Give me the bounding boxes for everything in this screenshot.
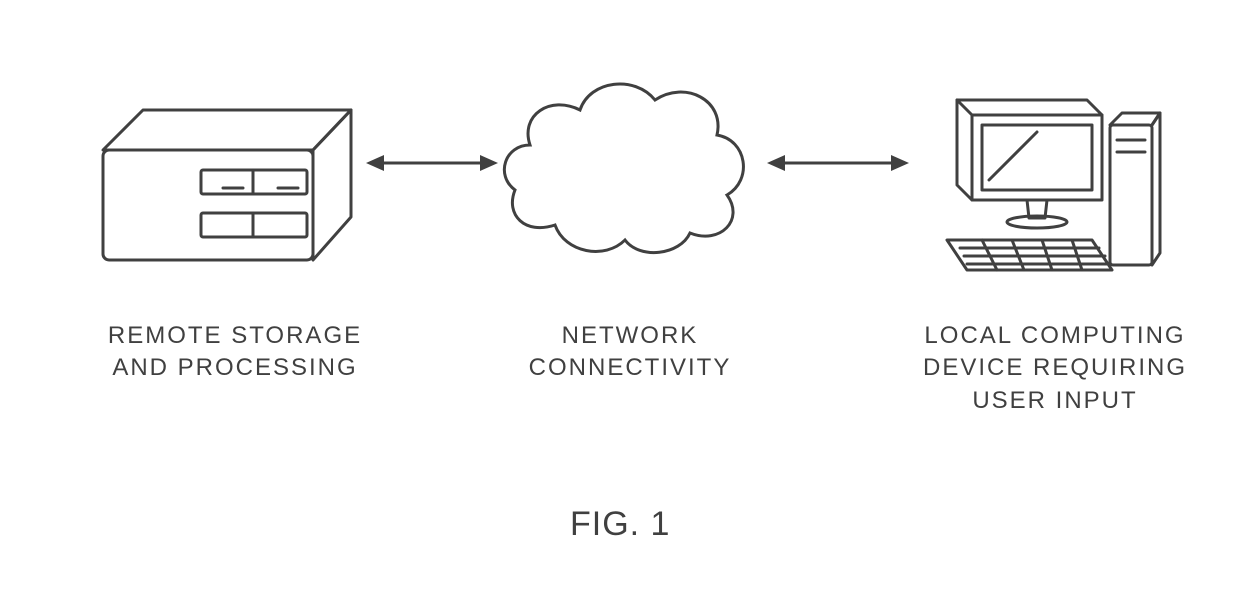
- diagram-canvas: REMOTE STORAGE AND PROCESSING NETWORK CO…: [0, 0, 1240, 599]
- client-node: [927, 80, 1162, 280]
- server-label: REMOTE STORAGE AND PROCESSING: [85, 320, 385, 385]
- arrow-server-cloud: [362, 148, 502, 178]
- double-arrow-icon: [763, 148, 913, 178]
- figure-caption: FIG. 1: [570, 505, 670, 544]
- server-icon: [93, 95, 353, 270]
- double-arrow-icon: [362, 148, 502, 178]
- server-node: [93, 95, 353, 270]
- computer-icon: [927, 80, 1162, 280]
- arrow-cloud-client: [763, 148, 913, 178]
- cloud-icon: [495, 55, 755, 265]
- cloud-label: NETWORK CONNECTIVITY: [505, 320, 755, 385]
- cloud-node: [495, 55, 755, 265]
- client-label: LOCAL COMPUTING DEVICE REQUIRING USER IN…: [910, 320, 1200, 417]
